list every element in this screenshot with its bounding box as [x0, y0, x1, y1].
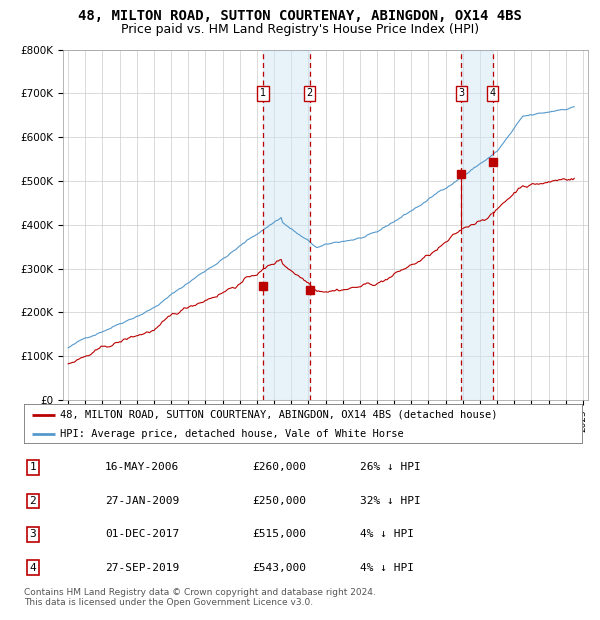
Text: 3: 3: [29, 529, 37, 539]
Text: 4% ↓ HPI: 4% ↓ HPI: [360, 563, 414, 573]
Text: £260,000: £260,000: [252, 463, 306, 472]
Text: 2: 2: [307, 89, 313, 99]
Text: 16-MAY-2006: 16-MAY-2006: [105, 463, 179, 472]
Text: Price paid vs. HM Land Registry's House Price Index (HPI): Price paid vs. HM Land Registry's House …: [121, 23, 479, 36]
Text: 27-SEP-2019: 27-SEP-2019: [105, 563, 179, 573]
Text: 1: 1: [260, 89, 266, 99]
Text: £250,000: £250,000: [252, 496, 306, 506]
Text: 4: 4: [29, 563, 37, 573]
Text: Contains HM Land Registry data © Crown copyright and database right 2024.
This d: Contains HM Land Registry data © Crown c…: [24, 588, 376, 607]
Text: HPI: Average price, detached house, Vale of White Horse: HPI: Average price, detached house, Vale…: [60, 429, 404, 440]
Text: 4: 4: [490, 89, 496, 99]
Text: 4% ↓ HPI: 4% ↓ HPI: [360, 529, 414, 539]
Text: 26% ↓ HPI: 26% ↓ HPI: [360, 463, 421, 472]
Text: 48, MILTON ROAD, SUTTON COURTENAY, ABINGDON, OX14 4BS (detached house): 48, MILTON ROAD, SUTTON COURTENAY, ABING…: [60, 410, 498, 420]
Bar: [263, 50, 310, 400]
Text: £543,000: £543,000: [252, 563, 306, 573]
Bar: [461, 50, 493, 400]
Text: 3: 3: [458, 89, 464, 99]
Text: 48, MILTON ROAD, SUTTON COURTENAY, ABINGDON, OX14 4BS: 48, MILTON ROAD, SUTTON COURTENAY, ABING…: [78, 9, 522, 24]
Text: 1: 1: [29, 463, 37, 472]
Text: 01-DEC-2017: 01-DEC-2017: [105, 529, 179, 539]
Text: 32% ↓ HPI: 32% ↓ HPI: [360, 496, 421, 506]
Text: £515,000: £515,000: [252, 529, 306, 539]
Text: 27-JAN-2009: 27-JAN-2009: [105, 496, 179, 506]
Text: 2: 2: [29, 496, 37, 506]
